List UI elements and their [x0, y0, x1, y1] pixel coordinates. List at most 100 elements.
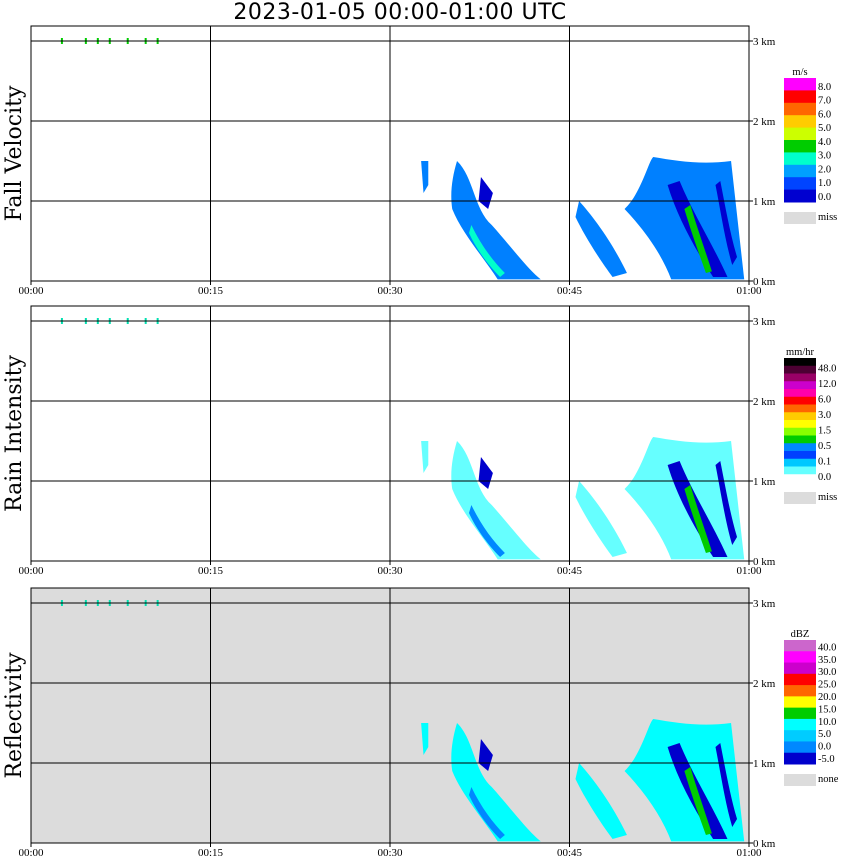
reflectivity-legend-label-1: 35.0 — [818, 655, 836, 666]
rain_intensity-ylabel: Rain Intensity — [2, 354, 27, 511]
rain_intensity-legend-miss-swatch — [784, 492, 816, 504]
reflectivity-legend-swatch-4 — [784, 685, 816, 697]
rain_intensity-echo-8 — [715, 461, 738, 545]
rain_intensity-xtick-label: 01:00 — [736, 565, 762, 577]
rain_intensity-legend-swatch-4 — [784, 389, 816, 398]
fall_velocity-echo-3 — [468, 225, 505, 277]
fall_velocity-legend-label-2: 6.0 — [818, 109, 831, 120]
rain_intensity-legend-label-7: 0.0 — [818, 472, 831, 483]
reflectivity-legend-label-2: 30.0 — [818, 667, 836, 678]
reflectivity-xtick-label: 00:45 — [557, 847, 583, 859]
reflectivity-legend-label-3: 25.0 — [818, 680, 836, 691]
fall_velocity-legend-label-6: 2.0 — [818, 164, 831, 175]
fall_velocity-legend-swatch-0 — [784, 78, 816, 91]
rain_intensity-legend-swatch-9 — [784, 427, 816, 436]
rain_intensity-legend-swatch-2 — [784, 373, 816, 382]
rain_intensity-ytick-label: 3 km — [753, 316, 776, 328]
fall_velocity-echo-8 — [715, 181, 738, 265]
rain_intensity-echo-4 — [575, 481, 627, 557]
reflectivity-ytick-label: 1 km — [753, 758, 776, 770]
rain_intensity-ytick-label: 1 km — [753, 476, 776, 488]
fall_velocity-legend-label-3: 5.0 — [818, 123, 831, 134]
rain_intensity-legend-swatch-6 — [784, 404, 816, 413]
rain_intensity-legend-label-2: 6.0 — [818, 395, 831, 406]
rain_intensity-ytick-label: 2 km — [753, 396, 776, 408]
fall_velocity-legend-swatch-3 — [784, 115, 816, 129]
rain_intensity-echo-0 — [421, 441, 429, 473]
fall_velocity-xtick-label: 00:15 — [198, 285, 224, 297]
fall_velocity-legend-unit: m/s — [792, 67, 807, 78]
fall_velocity-legend-label-0: 8.0 — [818, 82, 831, 93]
reflectivity-legend-swatch-2 — [784, 662, 816, 675]
chart-title: 2023-01-05 00:00-01:00 UTC — [233, 0, 567, 25]
reflectivity-ytick-label: 3 km — [753, 598, 776, 610]
reflectivity-echo-4 — [575, 763, 627, 839]
fall_velocity-ytick-label: 3 km — [753, 36, 776, 48]
rain_intensity-legend-label-3: 3.0 — [818, 410, 831, 421]
fall_velocity-legend-swatch-2 — [784, 102, 816, 116]
rain_intensity-echo-3 — [468, 505, 505, 557]
fall_velocity-legend-label-5: 3.0 — [818, 151, 831, 162]
fall_velocity-legend-swatch-9 — [784, 189, 816, 203]
reflectivity-ylabel: Reflectivity — [2, 652, 27, 779]
fall_velocity-echo-4 — [575, 201, 627, 277]
fall_velocity-xtick-label: 01:00 — [736, 285, 762, 297]
reflectivity-legend-swatch-0 — [784, 640, 816, 652]
fall_velocity-xtick-label: 00:30 — [377, 285, 403, 297]
rain_intensity-xtick-label: 00:00 — [18, 565, 44, 577]
reflectivity-echo-3 — [468, 787, 505, 839]
fall_velocity-ytick-label: 2 km — [753, 116, 776, 128]
rain_intensity-legend-label-0: 48.0 — [818, 364, 836, 375]
reflectivity-echo-1 — [451, 723, 541, 842]
reflectivity-legend-swatch-5 — [784, 696, 816, 709]
rain_intensity-legend-miss-label: miss — [818, 492, 837, 503]
fall_velocity-legend-label-1: 7.0 — [818, 96, 831, 107]
fall_velocity-legend-miss-label: miss — [818, 212, 837, 223]
fall_velocity-xtick-label: 00:00 — [18, 285, 44, 297]
reflectivity-legend-label-4: 20.0 — [818, 692, 836, 703]
rain_intensity-legend-label-6: 0.1 — [818, 457, 831, 468]
reflectivity-echo-7 — [684, 767, 712, 835]
rain_intensity-legend-label-1: 12.0 — [818, 379, 836, 390]
fall_velocity-legend-miss-swatch — [784, 212, 816, 224]
rain_intensity-legend-swatch-13 — [784, 458, 816, 467]
reflectivity-legend-swatch-7 — [784, 718, 816, 731]
fall_velocity-xtick-label: 00:45 — [557, 285, 583, 297]
reflectivity-legend-label-8: 0.0 — [818, 742, 831, 753]
reflectivity-legend-swatch-6 — [784, 707, 816, 720]
fall_velocity-legend-swatch-7 — [784, 164, 816, 178]
rain_intensity-legend-swatch-0 — [784, 358, 816, 367]
reflectivity-legend-swatch-8 — [784, 730, 816, 742]
fall_velocity-legend-label-8: 0.0 — [818, 192, 831, 203]
reflectivity-legend-swatch-3 — [784, 673, 816, 686]
reflectivity-legend-swatch-1 — [784, 651, 816, 664]
reflectivity-legend-swatch-9 — [784, 741, 816, 754]
reflectivity-legend-miss-swatch — [784, 774, 816, 786]
reflectivity-xtick-label: 00:00 — [18, 847, 44, 859]
rain_intensity-legend-swatch-12 — [784, 451, 816, 460]
rain_intensity-legend-label-4: 1.5 — [818, 426, 831, 437]
fall_velocity-legend-label-7: 1.0 — [818, 178, 831, 189]
rain_intensity-xtick-label: 00:30 — [377, 565, 403, 577]
fall_velocity-ytick-label: 1 km — [753, 196, 776, 208]
fall_velocity-legend-swatch-5 — [784, 140, 816, 153]
reflectivity-xtick-label: 00:30 — [377, 847, 403, 859]
reflectivity-echo-8 — [715, 743, 738, 827]
reflectivity-ytick-label: 0 km — [753, 838, 776, 850]
reflectivity-ytick-label: 2 km — [753, 678, 776, 690]
fall_velocity-ylabel: Fall Velocity — [2, 85, 27, 221]
reflectivity-xtick-label: 01:00 — [736, 847, 762, 859]
reflectivity-xtick-label: 00:15 — [198, 847, 224, 859]
rain_intensity-legend-swatch-15 — [784, 474, 816, 483]
rain_intensity-legend-swatch-5 — [784, 396, 816, 405]
reflectivity-legend-label-9: -5.0 — [818, 754, 835, 765]
reflectivity-legend-label-0: 40.0 — [818, 642, 836, 653]
rain_intensity-legend-swatch-7 — [784, 412, 816, 421]
reflectivity-legend-label-6: 10.0 — [818, 717, 836, 728]
rain_intensity-legend-swatch-11 — [784, 443, 816, 452]
rain_intensity-legend-swatch-8 — [784, 420, 816, 429]
rain_intensity-legend-swatch-10 — [784, 435, 816, 444]
fall_velocity-legend-swatch-1 — [784, 90, 816, 104]
fall_velocity-ytick-label: 0 km — [753, 276, 776, 288]
